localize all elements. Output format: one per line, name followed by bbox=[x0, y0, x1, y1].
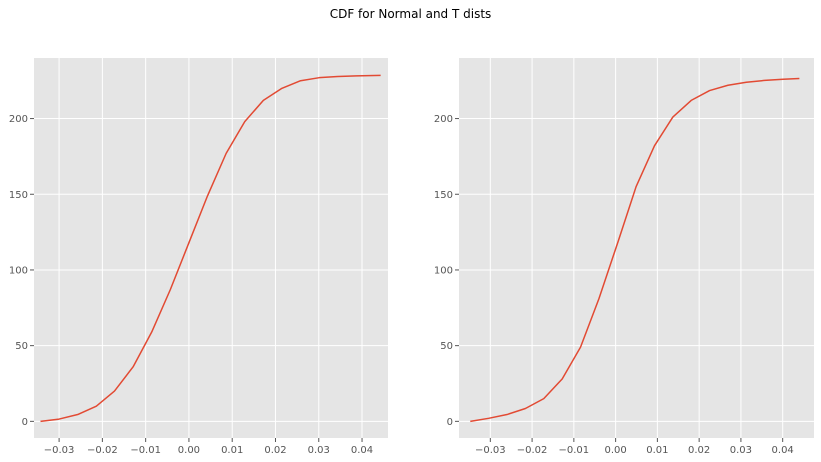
x-tick-label: −0.01 bbox=[559, 445, 590, 456]
series-line bbox=[470, 77, 800, 423]
x-tick-label: 0.03 bbox=[730, 445, 752, 456]
x-tick-label: 0.01 bbox=[646, 445, 668, 456]
x-tick-label: 0.00 bbox=[178, 445, 200, 456]
x-tick-label: 0.04 bbox=[351, 445, 373, 456]
x-tick-label: −0.03 bbox=[44, 445, 75, 456]
y-tick-label: 50 bbox=[440, 341, 453, 352]
figure-title: CDF for Normal and T dists bbox=[330, 7, 492, 21]
y-tick-label: 50 bbox=[15, 341, 28, 352]
y-tick-label: 150 bbox=[434, 190, 453, 201]
right-plot: −0.03 −0.02 −0.01 0.00 0.01 0.02 0.03 0.04 0 50 10… bbox=[434, 58, 814, 456]
plot-area bbox=[34, 58, 388, 438]
left-plot: −0.03 −0.02 −0.01 0.00 0.01 0.02 0.03 0.04 0 50 10… bbox=[9, 58, 388, 456]
x-tick-label: 0.00 bbox=[604, 445, 626, 456]
plot-area bbox=[459, 58, 814, 438]
x-tick-label: −0.02 bbox=[517, 445, 548, 456]
y-tick-label: 100 bbox=[9, 265, 28, 276]
series-line bbox=[40, 74, 381, 423]
x-tick-label: 0.02 bbox=[688, 445, 710, 456]
y-tick-label: 200 bbox=[9, 114, 28, 125]
y-tick-label: 200 bbox=[434, 114, 453, 125]
y-tick-label: 150 bbox=[9, 190, 28, 201]
y-tick-label: 0 bbox=[22, 417, 28, 428]
x-tick-label: 0.03 bbox=[308, 445, 330, 456]
x-tick-label: 0.02 bbox=[264, 445, 286, 456]
x-tick-label: −0.01 bbox=[130, 445, 161, 456]
x-tick-label: 0.01 bbox=[221, 445, 243, 456]
x-tick-label: −0.02 bbox=[87, 445, 118, 456]
x-tick-label: 0.04 bbox=[772, 445, 794, 456]
y-tick-label: 0 bbox=[447, 417, 453, 428]
y-tick-label: 100 bbox=[434, 265, 453, 276]
x-tick-label: −0.03 bbox=[475, 445, 506, 456]
